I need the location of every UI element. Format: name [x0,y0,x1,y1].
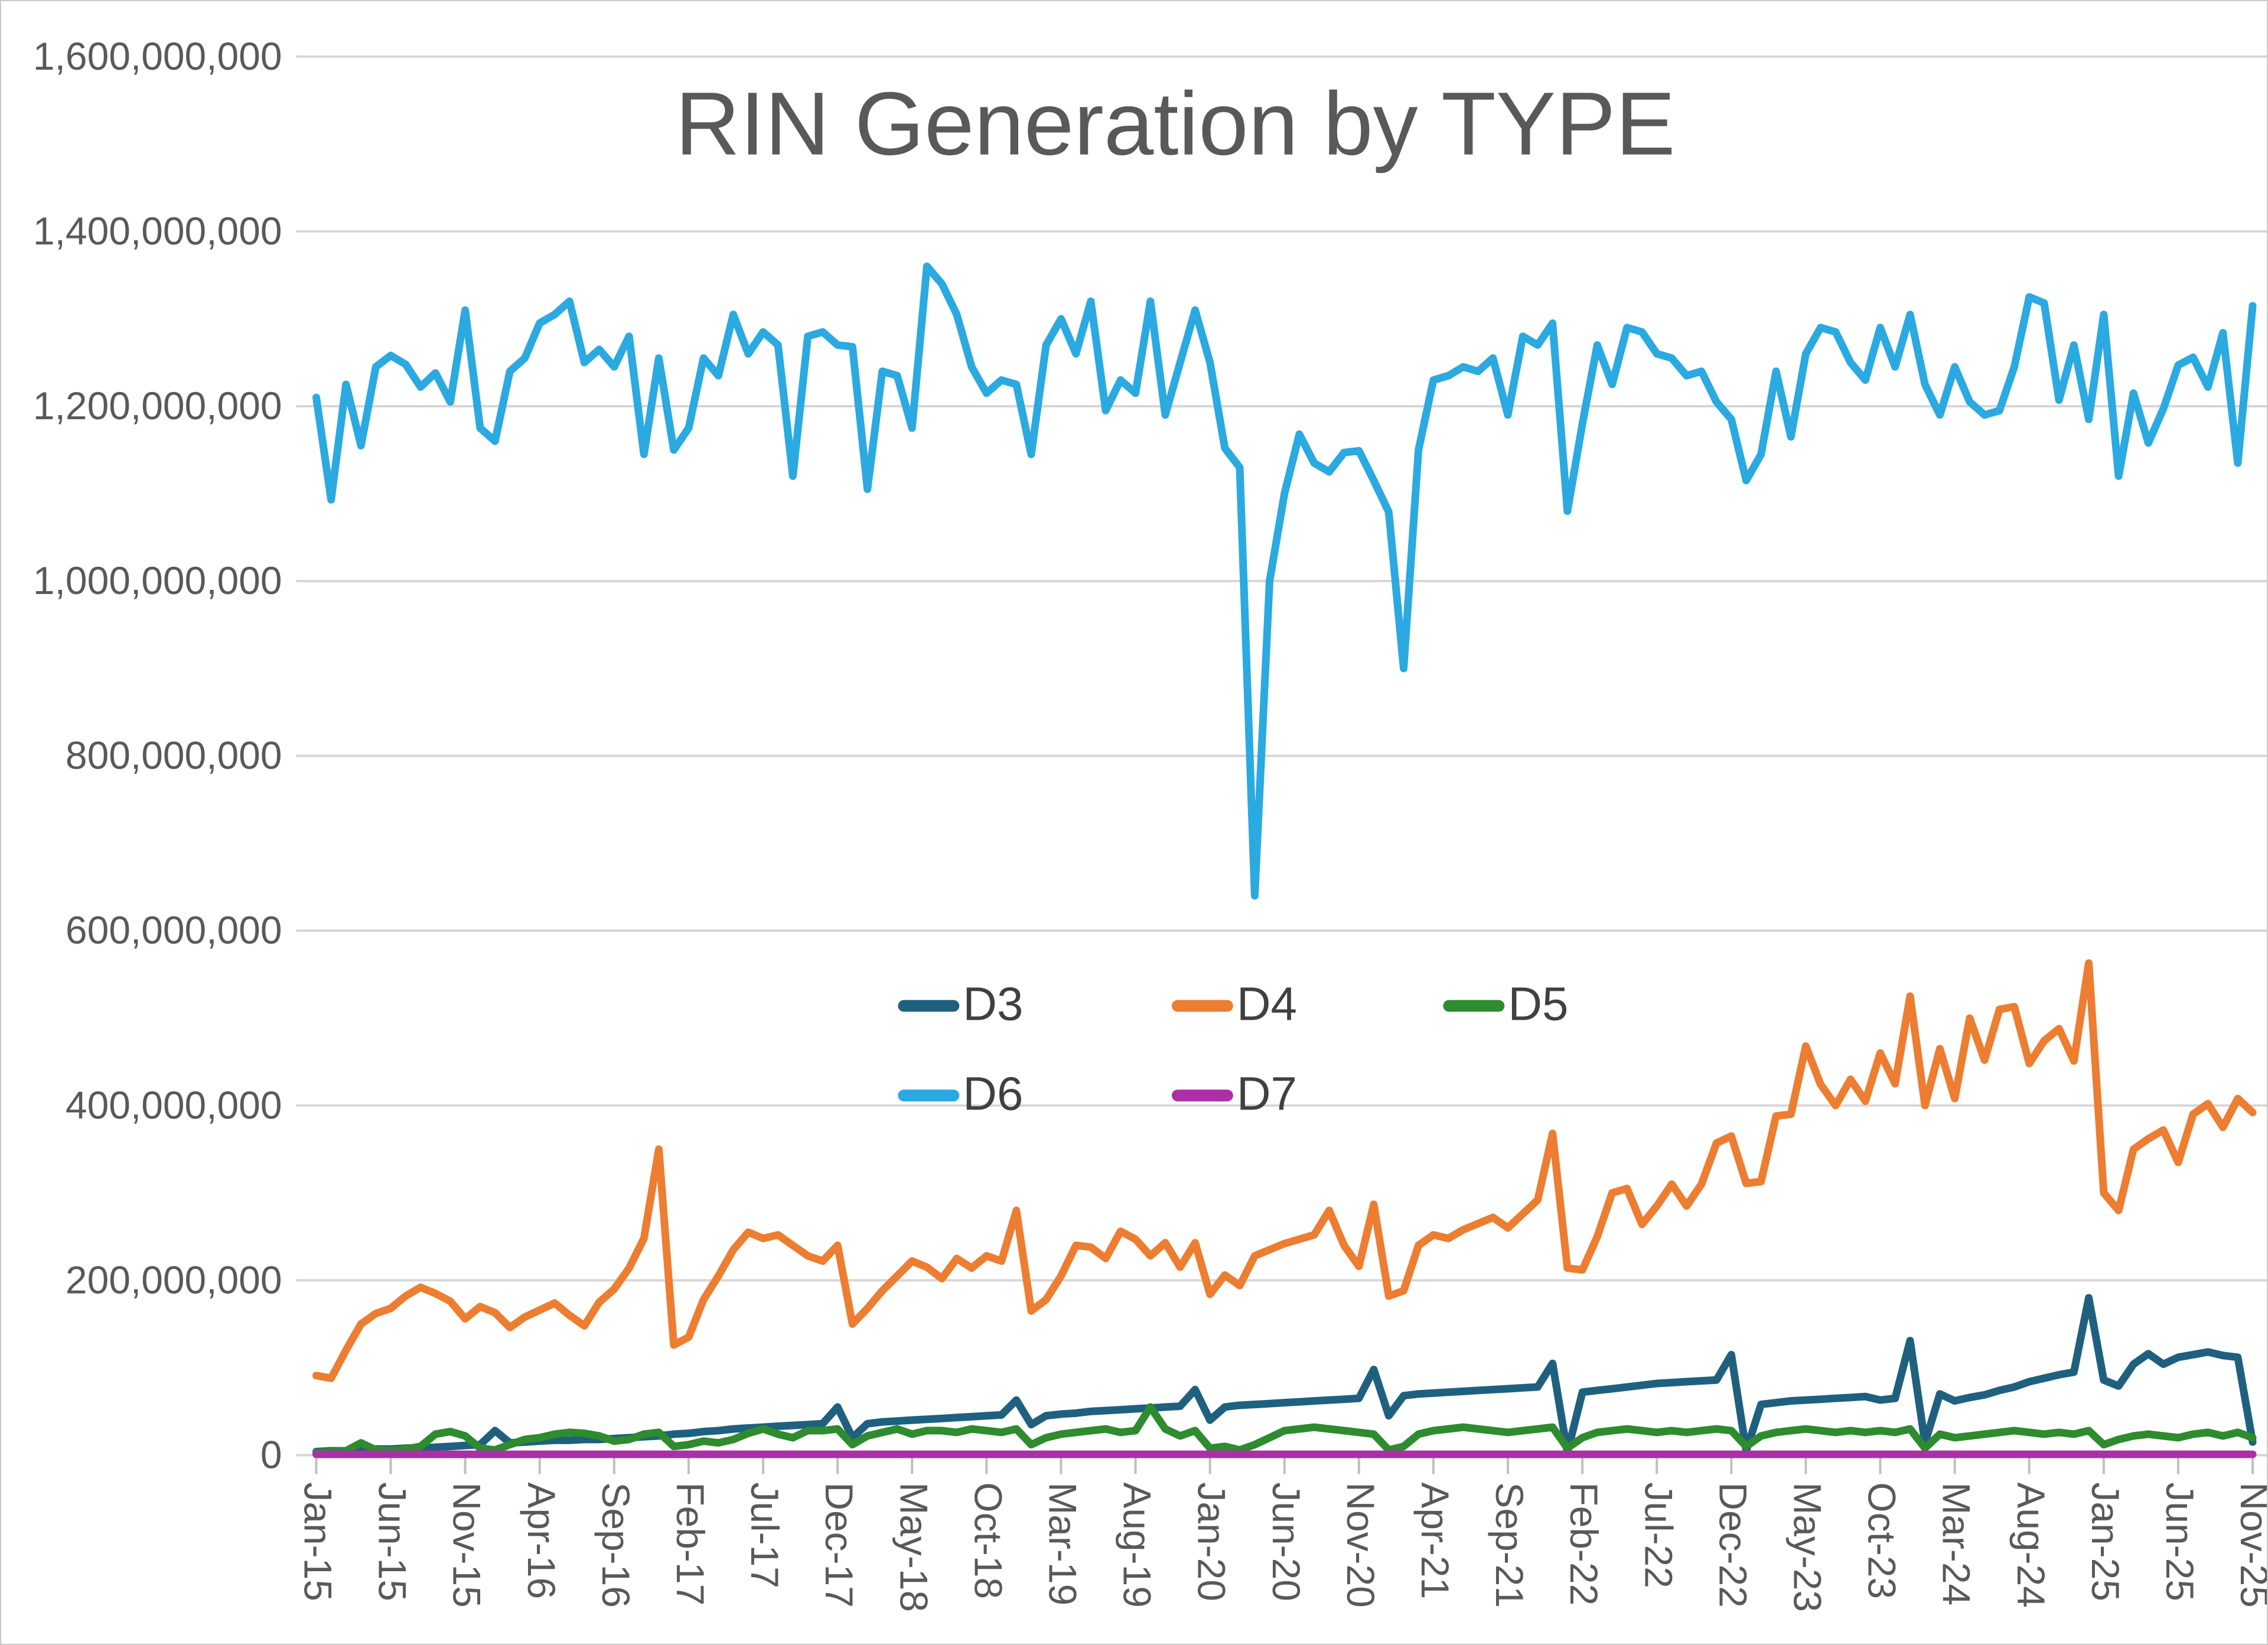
x-axis-tick-label: Dec-22 [1711,1482,1755,1607]
x-axis-tick-label: Jul-17 [743,1482,787,1588]
x-axis-tick-label: Jun-15 [371,1482,415,1601]
x-axis-tick-label: Nov-15 [445,1482,489,1607]
series-line-D5 [312,1403,2257,1457]
legend-item-D5: D5 [1443,978,1569,1030]
legend-label: D3 [963,978,1023,1030]
x-axis-tick-label: Jan-15 [296,1482,340,1601]
x-axis-tick-label: Feb-17 [669,1482,712,1605]
x-axis-tick-label: Jun-25 [2158,1482,2202,1601]
chart-title: RIN Generation by TYPE [675,74,1675,174]
x-axis-tick-label: Feb-22 [1562,1482,1606,1605]
x-axis-tick-label: Nov-20 [1339,1482,1383,1607]
legend-item-D6: D6 [898,1067,1023,1119]
x-axis-tick-label: Sep-21 [1488,1482,1531,1607]
y-axis-tick-label: 1,000,000,000 [33,559,282,602]
x-axis-tick-label: Jan-25 [2084,1482,2127,1601]
x-axis-tick-label: Jan-20 [1190,1482,1234,1601]
x-axis-tick-label: Jul-22 [1637,1482,1680,1588]
x-axis-tick-label: Apr-16 [520,1482,563,1599]
x-axis-tick-label: Mar-24 [1935,1482,1979,1605]
y-axis-tick-label: 800,000,000 [66,733,282,777]
y-axis-tick-label: 400,000,000 [66,1083,282,1127]
legend-label: D4 [1237,978,1297,1030]
x-axis-tick-label: Nov-25 [2233,1482,2267,1607]
legend-item-D7: D7 [1171,1067,1297,1119]
x-axis-tick-label: Oct-18 [966,1482,1010,1599]
series-line-D6 [312,262,2257,900]
x-axis-tick-label: Aug-24 [2009,1482,2053,1607]
y-axis-tick-label: 1,600,000,000 [33,34,282,78]
series-line-D4 [312,959,2257,1382]
y-axis-tick-label: 600,000,000 [66,908,282,952]
x-axis-tick-label: Aug-19 [1116,1482,1159,1607]
legend-item-D4: D4 [1171,978,1297,1030]
legend-item-D3: D3 [898,978,1023,1030]
x-axis-labels: Jan-15 Jun-15 Nov-15 Apr-16 Sep-16 Feb-17 Jul-… [296,1455,2267,1612]
x-axis-tick-label: Oct-23 [1860,1482,1904,1599]
y-axis-tick-label: 1,400,000,000 [33,209,282,253]
y-axis-tick-label: 1,200,000,000 [33,384,282,427]
legend: D3 D4 D5 D6 D7 [898,978,1569,1119]
x-axis-tick-label: May-23 [1785,1482,1829,1612]
x-axis-tick-label: Sep-16 [594,1482,638,1607]
y-axis-labels: 0 200,000,000 400,000,000 600,000,000 800,00… [33,34,282,1477]
x-axis-tick-label: Jun-20 [1265,1482,1308,1601]
legend-label: D6 [963,1067,1023,1119]
x-axis-tick-label: Dec-17 [817,1482,861,1607]
legend-label: D7 [1237,1067,1297,1119]
y-axis-tick-label: 0 [260,1432,282,1476]
legend-label: D5 [1508,978,1568,1030]
x-axis-tick-label: Apr-21 [1413,1482,1457,1599]
x-axis-tick-label: May-18 [892,1482,936,1612]
y-axis-tick-label: 200,000,000 [66,1258,282,1301]
x-axis-tick-label: Mar-19 [1041,1482,1084,1605]
